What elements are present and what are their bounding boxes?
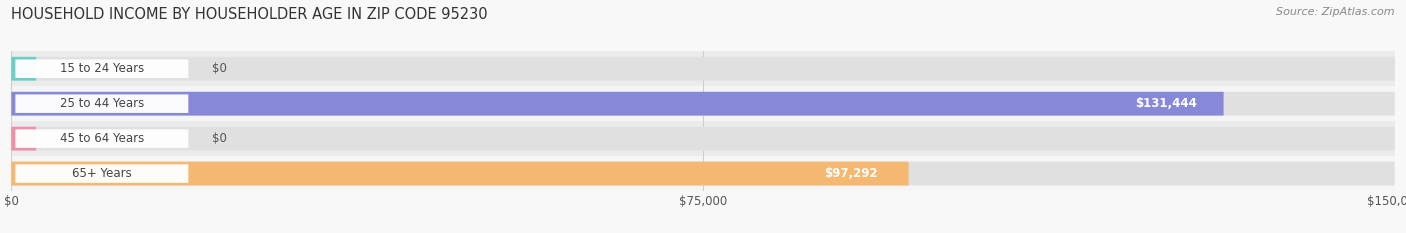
FancyBboxPatch shape [799,165,903,182]
FancyBboxPatch shape [1115,95,1218,112]
Bar [11,156,1395,191]
FancyBboxPatch shape [11,162,908,185]
Text: $0: $0 [212,132,226,145]
FancyBboxPatch shape [11,92,1395,116]
FancyBboxPatch shape [15,164,188,183]
FancyBboxPatch shape [11,57,1395,81]
FancyBboxPatch shape [11,92,1223,116]
FancyBboxPatch shape [11,57,37,81]
Text: 25 to 44 Years: 25 to 44 Years [59,97,143,110]
FancyBboxPatch shape [11,127,37,151]
Text: $131,444: $131,444 [1135,97,1197,110]
Text: 15 to 24 Years: 15 to 24 Years [59,62,143,75]
Text: $97,292: $97,292 [824,167,877,180]
FancyBboxPatch shape [15,94,188,113]
Text: HOUSEHOLD INCOME BY HOUSEHOLDER AGE IN ZIP CODE 95230: HOUSEHOLD INCOME BY HOUSEHOLDER AGE IN Z… [11,7,488,22]
Bar [11,121,1395,156]
FancyBboxPatch shape [11,127,1395,151]
Bar [11,86,1395,121]
FancyBboxPatch shape [15,129,188,148]
Text: 65+ Years: 65+ Years [72,167,132,180]
FancyBboxPatch shape [15,59,188,78]
FancyBboxPatch shape [11,162,1395,185]
Text: Source: ZipAtlas.com: Source: ZipAtlas.com [1277,7,1395,17]
Bar [11,51,1395,86]
Text: 45 to 64 Years: 45 to 64 Years [59,132,143,145]
Text: $0: $0 [212,62,226,75]
